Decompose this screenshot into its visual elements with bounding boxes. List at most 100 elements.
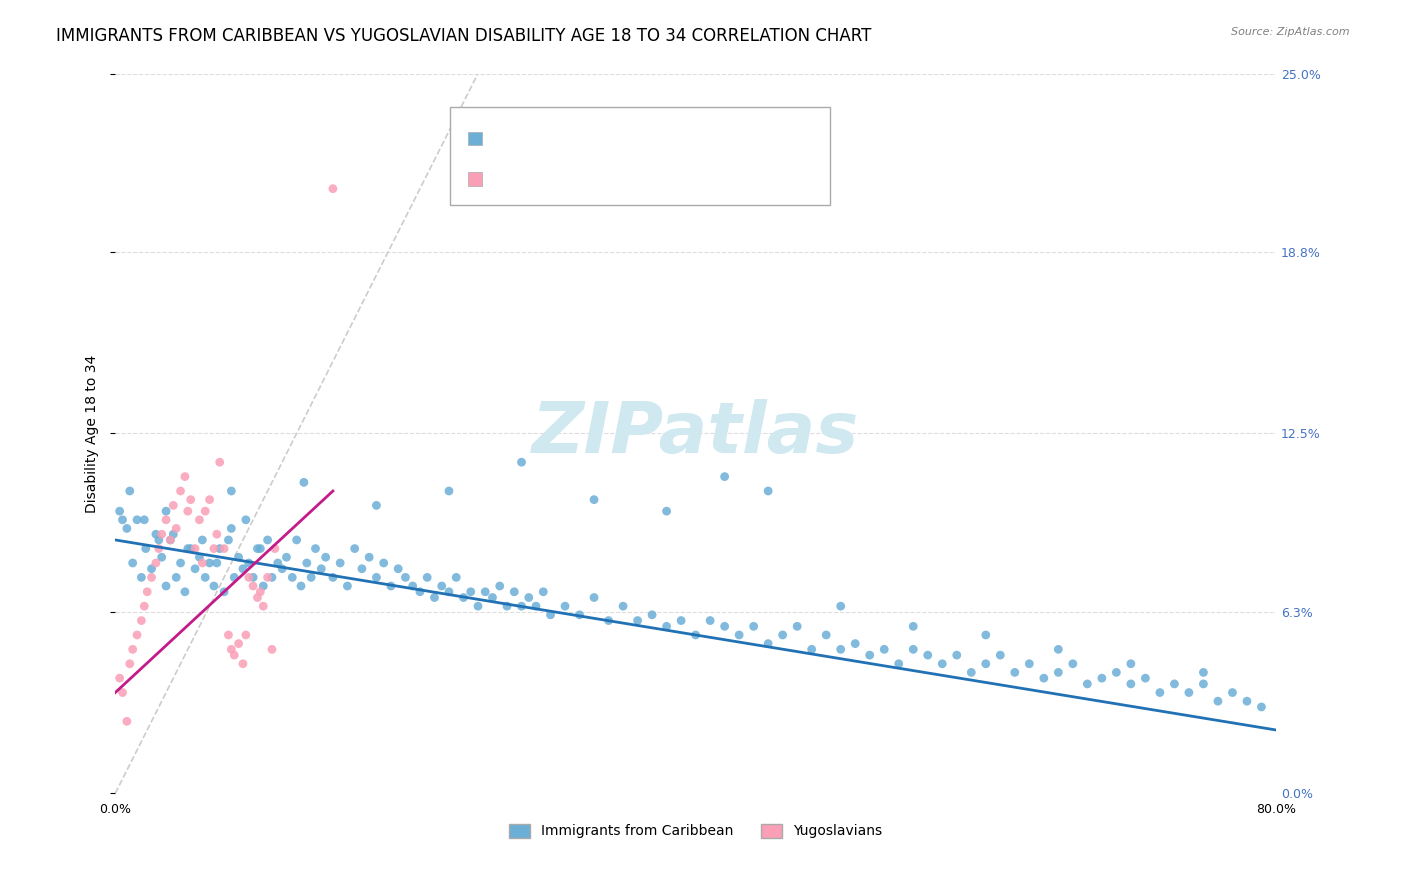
- Point: [437, 584, 460, 599]
- Y-axis label: Disability Age 18 to 34: Disability Age 18 to 34: [86, 354, 100, 513]
- Point: [198, 492, 221, 507]
- Point: [134, 513, 156, 527]
- Point: [111, 685, 134, 699]
- Point: [430, 579, 453, 593]
- Point: [212, 584, 235, 599]
- Point: [212, 541, 235, 556]
- Point: [713, 619, 735, 633]
- Point: [540, 607, 562, 622]
- Point: [169, 556, 191, 570]
- Point: [903, 642, 925, 657]
- Point: [844, 637, 866, 651]
- Point: [524, 599, 547, 614]
- Point: [249, 541, 271, 556]
- Point: [1047, 642, 1070, 657]
- Point: [165, 521, 187, 535]
- Point: [1076, 677, 1098, 691]
- Text: 0.249: 0.249: [527, 167, 571, 181]
- Point: [174, 584, 197, 599]
- Point: [136, 584, 159, 599]
- Point: [1178, 685, 1201, 699]
- Point: [350, 562, 373, 576]
- Point: [295, 556, 318, 570]
- Point: [380, 579, 402, 593]
- Point: [125, 628, 148, 642]
- Point: [669, 614, 692, 628]
- Point: [699, 614, 721, 628]
- Text: Source: ZipAtlas.com: Source: ZipAtlas.com: [1232, 27, 1350, 37]
- Point: [256, 533, 278, 547]
- Point: [169, 483, 191, 498]
- Point: [974, 628, 997, 642]
- Point: [728, 628, 751, 642]
- Point: [115, 714, 138, 729]
- Point: [859, 648, 882, 662]
- Point: [583, 492, 606, 507]
- Point: [198, 556, 221, 570]
- Point: [118, 483, 141, 498]
- Point: [756, 483, 779, 498]
- Point: [224, 648, 246, 662]
- Point: [903, 619, 925, 633]
- Point: [488, 579, 510, 593]
- Point: [641, 607, 664, 622]
- Point: [554, 599, 576, 614]
- Point: [1004, 665, 1026, 680]
- Point: [336, 579, 359, 593]
- Point: [221, 642, 243, 657]
- Point: [359, 550, 381, 565]
- Point: [148, 541, 170, 556]
- Point: [1119, 657, 1142, 671]
- Point: [148, 533, 170, 547]
- Point: [121, 642, 143, 657]
- Point: [228, 550, 250, 565]
- Point: [366, 499, 388, 513]
- Point: [184, 562, 207, 576]
- Point: [460, 584, 482, 599]
- Point: [141, 570, 163, 584]
- Point: [205, 527, 228, 541]
- Point: [531, 584, 554, 599]
- Point: [873, 642, 896, 657]
- Point: [1119, 677, 1142, 691]
- Point: [252, 599, 274, 614]
- Point: [159, 533, 181, 547]
- Point: [108, 671, 131, 685]
- Text: 45: 45: [675, 167, 695, 181]
- Point: [322, 570, 344, 584]
- Point: [887, 657, 910, 671]
- Point: [583, 591, 606, 605]
- Point: [772, 628, 794, 642]
- Point: [815, 628, 838, 642]
- Point: [290, 579, 312, 593]
- Point: [155, 579, 177, 593]
- Point: [517, 591, 540, 605]
- Point: [444, 570, 467, 584]
- Point: [260, 642, 283, 657]
- Point: [194, 504, 217, 518]
- Point: [242, 570, 264, 584]
- Point: [394, 570, 416, 584]
- Point: [655, 504, 678, 518]
- Point: [713, 469, 735, 483]
- Text: N =: N =: [633, 167, 664, 181]
- Point: [165, 570, 187, 584]
- Point: [249, 584, 271, 599]
- Point: [115, 521, 138, 535]
- Point: [1062, 657, 1084, 671]
- Point: [217, 628, 239, 642]
- Point: [246, 541, 269, 556]
- Point: [155, 504, 177, 518]
- Point: [188, 513, 211, 527]
- Point: [235, 513, 257, 527]
- Point: [1047, 665, 1070, 680]
- Point: [235, 628, 257, 642]
- Point: [402, 579, 425, 593]
- Point: [150, 527, 173, 541]
- Point: [988, 648, 1011, 662]
- Point: [162, 499, 184, 513]
- Point: [510, 599, 533, 614]
- Point: [271, 562, 294, 576]
- Point: [1135, 671, 1157, 685]
- Text: -0.617: -0.617: [527, 127, 576, 141]
